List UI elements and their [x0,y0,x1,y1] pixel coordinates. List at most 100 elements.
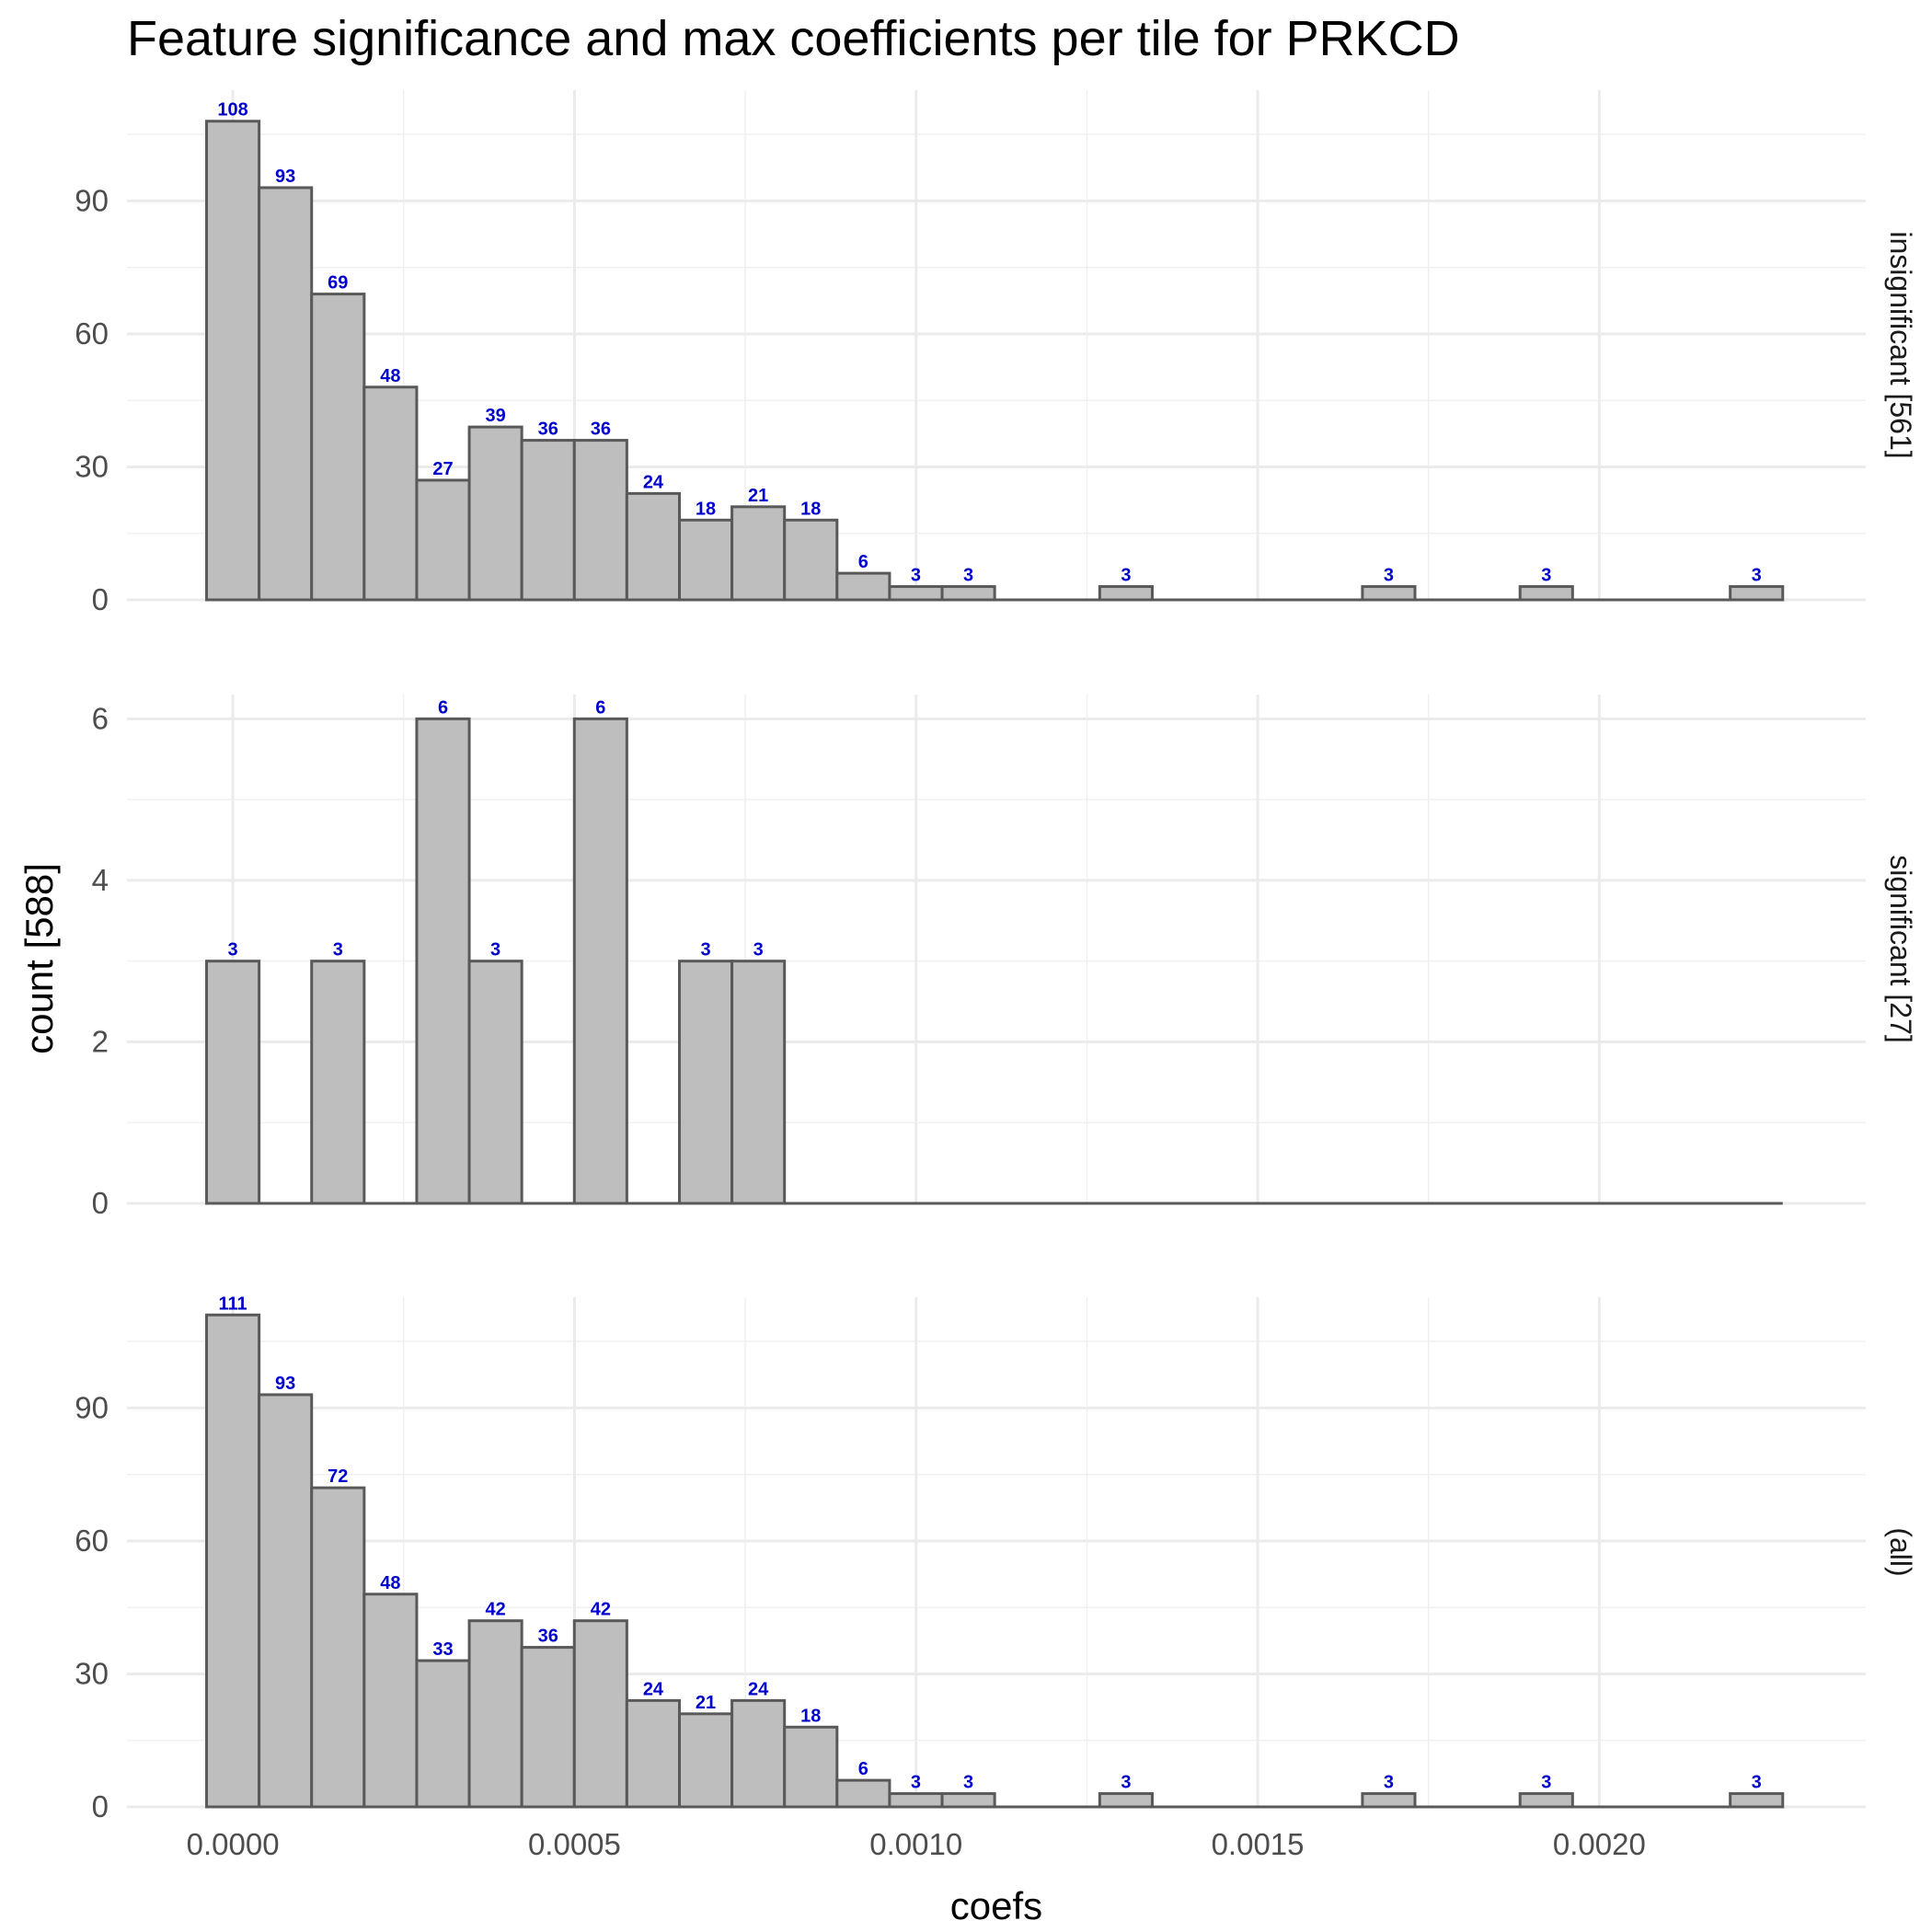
histogram-bar [625,1698,681,1809]
bar-count-label: 3 [963,566,973,586]
histogram-bar [1361,1792,1417,1809]
bar-count-label: 93 [275,1374,295,1394]
x-tick-label: 0.0010 [869,1827,962,1861]
histogram-bar [888,585,944,602]
y-axis-title: count [588] [17,863,61,1054]
histogram-bar [572,1619,628,1809]
panel-1: 0 2 4 6 3 3 6 3 6 3 3 significant [27] [92,695,1917,1220]
y-tick-label: 0 [92,582,109,616]
bar-count-label: 3 [333,940,343,960]
histogram-bar [783,518,839,602]
bar-count-label: 3 [1541,566,1551,586]
y-tick-label: 30 [75,449,109,483]
bar-count-label: 42 [591,1600,611,1620]
bar-count-label: 48 [380,1573,400,1593]
histogram-bar [467,425,523,602]
histogram-bar [572,439,628,602]
histogram-bar [677,960,734,1205]
bar-count-label: 3 [911,1773,921,1793]
x-axis-title: coefs [950,1884,1042,1927]
bar-count-label: 72 [328,1466,348,1487]
y-tick-label: 60 [75,316,109,351]
y-tick-label: 2 [92,1024,109,1058]
histogram-bar [205,1313,261,1809]
y-tick-label: 90 [75,1390,109,1424]
histogram-bar [1729,1792,1785,1809]
chart-title: Feature significance and max coefficient… [127,11,1460,66]
histogram-bar [1098,1792,1154,1809]
histogram-bar [310,1486,366,1809]
panel-0: 0 30 60 90 108 93 69 48 27 39 36 36 24 18 21 18 6 3 3 3 3 3 3 i… [75,90,1917,616]
bar-count-label: 3 [1541,1773,1551,1793]
bar-count-label: 21 [696,1693,716,1713]
bar-count-label: 36 [538,420,558,440]
bar-count-label: 21 [748,486,768,506]
histogram-bar [572,717,628,1205]
histogram-bar [415,478,471,602]
histogram-bar [415,717,471,1205]
y-tick-label: 60 [75,1524,109,1558]
bar-count-label: 48 [380,366,400,386]
bar-count-label: 42 [485,1600,505,1620]
histogram-bar [310,960,366,1205]
bar-count-label: 24 [643,1679,664,1699]
bar-count-label: 3 [1121,566,1131,586]
bar-count-label: 3 [700,940,710,960]
y-tick-label: 0 [92,1789,109,1823]
bar-count-label: 36 [538,1627,558,1647]
bar-count-label: 36 [591,420,611,440]
histogram-bar [258,186,314,602]
bar-count-label: 3 [1384,1773,1394,1793]
histogram-bar [1518,585,1574,602]
histogram-bar [1361,585,1417,602]
bar-count-label: 3 [1384,566,1394,586]
histogram-bar [835,571,891,602]
histogram-bar [888,1792,944,1809]
histogram-bar [520,1646,576,1809]
bar-count-label: 108 [217,100,247,121]
histogram-bar [1518,1792,1574,1809]
x-tick-label: 0.0020 [1553,1827,1646,1861]
bar-count-label: 18 [800,1706,821,1726]
histogram-bar [520,439,576,602]
bar-count-label: 6 [858,552,868,572]
histogram-bar [1098,585,1154,602]
histogram-bar [940,585,996,602]
y-tick-label: 6 [92,701,109,735]
histogram-bar [467,1619,523,1809]
x-tick-label: 0.0005 [528,1827,621,1861]
bar-count-label: 3 [228,940,238,960]
histogram-bar [625,491,681,602]
bar-count-label: 93 [275,167,295,187]
bar-count-label: 3 [490,940,500,960]
histogram-bar [835,1778,891,1809]
histogram-bar [362,1593,419,1809]
bar-count-label: 24 [643,472,664,492]
bar-count-label: 6 [595,697,605,718]
histogram-bar [205,120,261,602]
bar-count-label: 3 [963,1773,973,1793]
histogram-bar [310,293,366,602]
facet-strip-label: (all) [1884,1527,1917,1576]
bar-count-label: 3 [1121,1773,1131,1793]
histogram-bar [730,960,787,1205]
bar-count-label: 69 [328,273,348,293]
histogram-bar [205,960,261,1205]
histogram-bar [730,1698,787,1809]
facet-strip-label: insignificant [561] [1884,231,1917,458]
y-tick-label: 0 [92,1186,109,1220]
facet-strip-label: significant [27] [1884,855,1917,1043]
bar-count-label: 6 [438,697,448,718]
histogram-bar [940,1792,996,1809]
bar-count-label: 18 [800,499,821,519]
bar-count-label: 3 [753,940,764,960]
y-tick-label: 4 [92,863,109,897]
bar-count-label: 3 [1752,566,1762,586]
bar-count-label: 3 [911,566,921,586]
bar-count-label: 3 [1752,1773,1762,1793]
histogram-bar [415,1659,471,1809]
